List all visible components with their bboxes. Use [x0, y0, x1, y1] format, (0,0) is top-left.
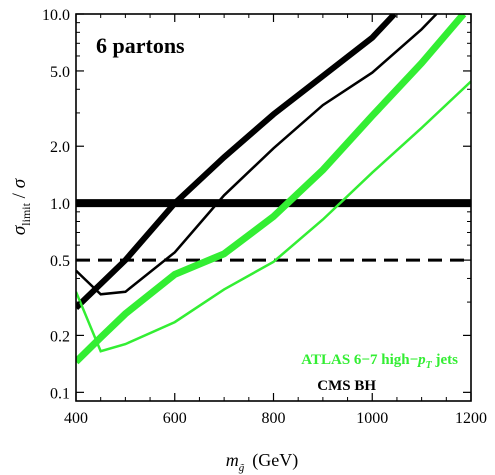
x-tick-label: 1000: [356, 410, 388, 427]
y-tick-label: 10.0: [42, 7, 70, 24]
x-tick-label: 1200: [455, 410, 487, 427]
cms-thin-line: [76, 14, 438, 296]
y-tick-label: 0.2: [50, 328, 70, 345]
atlas-label-sub: T: [426, 360, 433, 371]
y-tick-label: 2.0: [50, 139, 70, 156]
atlas-label-main: ATLAS 6−7 high−: [301, 352, 418, 368]
atlas-legend-label: ATLAS 6−7 high−pT jets: [301, 352, 458, 371]
atlas-label-p: p: [416, 352, 426, 368]
y-axis-label: σlimit / σ: [9, 178, 33, 235]
y-axis-subscript: limit: [19, 202, 33, 225]
y-axis-denominator: σ: [9, 178, 30, 188]
x-tick-label: 400: [64, 410, 88, 427]
reference-lines: [76, 199, 471, 262]
y-axis-separator: /: [9, 188, 30, 203]
x-tick-label: 600: [163, 410, 187, 427]
x-axis-unit: (GeV): [252, 450, 298, 471]
cms-legend-label: CMS BH: [317, 378, 376, 394]
x-tick-label: 800: [262, 410, 286, 427]
atlas-label-end: jets: [432, 352, 458, 368]
y-tick-label: 0.5: [50, 253, 70, 270]
x-axis-subscript: g̃: [239, 462, 245, 474]
y-tick-label: 1.0: [50, 196, 70, 213]
y-tick-label: 0.1: [50, 385, 70, 402]
atlas-thin-line: [76, 80, 471, 353]
series-layer: [76, 14, 471, 365]
ticks-layer: [75, 13, 472, 401]
cms-thick-line: [76, 14, 397, 310]
x-axis-label: mg̃ (GeV): [226, 450, 298, 474]
y-axis-sigma: σ: [9, 225, 30, 235]
tick-labels: 400 600 800 1000 1200 0.1 0.2 0.5 1.0 2.0 5.0 10.0: [42, 7, 487, 427]
panel-label: 6 partons: [96, 33, 185, 58]
atlas-thick-line: [76, 14, 467, 365]
y-tick-label: 5.0: [50, 64, 70, 81]
x-axis-symbol: m: [226, 450, 239, 470]
